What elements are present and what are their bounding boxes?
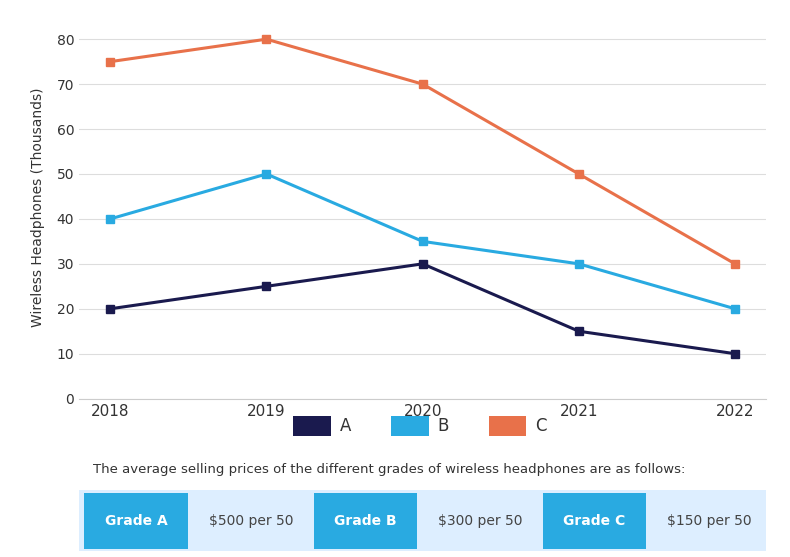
Bar bbox=[391, 416, 429, 436]
Text: The average selling prices of the different grades of wireless headphones are as: The average selling prices of the differ… bbox=[92, 463, 685, 476]
Text: $500 per 50: $500 per 50 bbox=[209, 514, 293, 528]
Bar bbox=[314, 493, 417, 549]
Text: $300 per 50: $300 per 50 bbox=[438, 514, 522, 528]
Bar bbox=[293, 416, 331, 436]
Text: $150 per 50: $150 per 50 bbox=[667, 514, 751, 528]
Text: A: A bbox=[340, 417, 351, 435]
Bar bbox=[543, 493, 646, 549]
Bar bbox=[489, 416, 526, 436]
Text: C: C bbox=[535, 417, 546, 435]
Bar bbox=[85, 493, 188, 549]
Text: Grade B: Grade B bbox=[334, 514, 397, 528]
Text: B: B bbox=[437, 417, 449, 435]
Text: Grade C: Grade C bbox=[563, 514, 626, 528]
Text: Grade A: Grade A bbox=[105, 514, 167, 528]
Y-axis label: Wireless Headphones (Thousands): Wireless Headphones (Thousands) bbox=[32, 88, 45, 328]
